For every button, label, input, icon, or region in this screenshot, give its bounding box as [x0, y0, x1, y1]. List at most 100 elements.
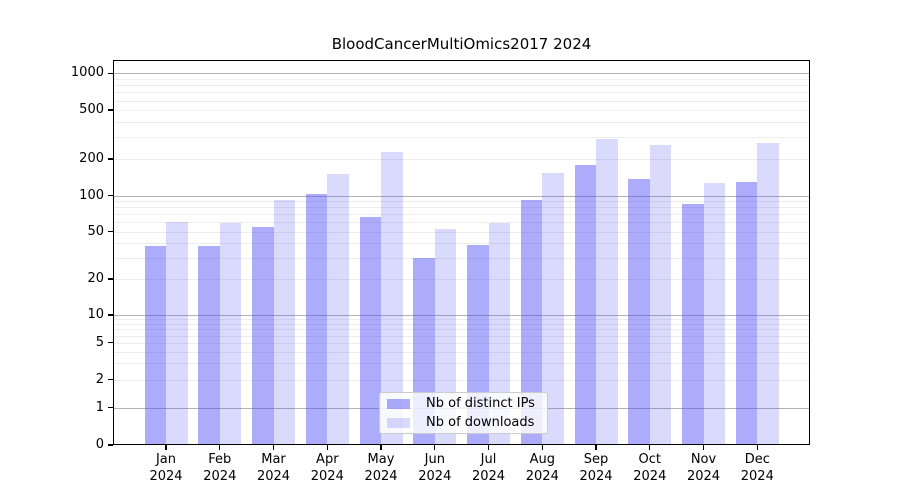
- x-tick-label: Feb 2024: [203, 452, 237, 484]
- gridline-major: [113, 73, 810, 75]
- y-tick: [108, 444, 113, 446]
- gridline-minor: [113, 158, 810, 160]
- y-tick-label: 10: [87, 307, 104, 322]
- gridline-minor: [113, 85, 810, 87]
- x-tick: [434, 445, 436, 450]
- chart-title: BloodCancerMultiOmics2017 2024: [331, 35, 592, 53]
- gridline-minor: [113, 214, 810, 216]
- gridline-minor: [113, 279, 810, 281]
- gridline-minor: [113, 319, 810, 321]
- gridline-minor: [113, 324, 810, 325]
- legend-label-distinct-ips: Nb of distinct IPs: [426, 396, 535, 411]
- legend-item-distinct-ips: Nb of distinct IPs: [387, 396, 540, 411]
- x-tick-label: Dec 2024: [740, 452, 774, 484]
- y-tick-label: 5: [95, 334, 104, 350]
- gridline-minor: [113, 222, 810, 224]
- bar-distinct-ips-may: [359, 217, 381, 445]
- bar-distinct-ips-nov: [682, 204, 704, 445]
- x-tick: [219, 445, 221, 450]
- gridline-minor: [113, 335, 810, 337]
- bar-distinct-ips-feb: [198, 245, 220, 445]
- gridline-minor: [113, 100, 810, 102]
- y-tick-label: 2: [95, 371, 104, 387]
- x-tick: [165, 445, 167, 450]
- bar-downloads-nov: [703, 183, 725, 445]
- x-tick-label: Jan 2024: [149, 452, 183, 484]
- gridline-minor: [113, 258, 810, 260]
- gridline-major: [113, 195, 810, 197]
- y-tick-label: 20: [87, 271, 104, 287]
- x-tick: [595, 445, 597, 450]
- x-tick: [702, 445, 705, 450]
- bar-distinct-ips-sep: [574, 165, 596, 445]
- bar-distinct-ips-dec: [735, 182, 758, 445]
- gridline-minor: [113, 122, 810, 123]
- x-tick-label: Aug 2024: [525, 452, 559, 484]
- gridline-minor: [113, 329, 810, 331]
- y-tick-label: 50: [87, 223, 104, 239]
- bar-downloads-sep: [596, 139, 618, 445]
- gridline-minor: [113, 243, 810, 245]
- legend-item-downloads: Nb of downloads: [387, 415, 540, 430]
- bar-distinct-ips-aug: [520, 200, 543, 445]
- x-tick-label: Apr 2024: [310, 452, 344, 484]
- x-tick-label: May 2024: [364, 452, 398, 484]
- x-tick-label: Oct 2024: [633, 452, 667, 484]
- gridline-minor: [113, 351, 810, 353]
- gridline-minor: [113, 92, 810, 94]
- y-tick: [108, 158, 113, 160]
- y-tick-label: 200: [79, 150, 104, 166]
- gridline-minor: [113, 110, 810, 112]
- x-tick: [326, 445, 328, 450]
- y-tick-label: 1: [95, 399, 104, 415]
- gridline-minor: [113, 363, 810, 365]
- bar-downloads-may: [381, 151, 403, 445]
- y-tick-label: 500: [79, 102, 104, 118]
- y-tick: [108, 109, 113, 111]
- y-tick-label: 1000: [70, 65, 104, 81]
- x-tick-label: Nov 2024: [686, 452, 721, 484]
- y-tick: [108, 406, 113, 409]
- plot-area: [113, 60, 810, 445]
- legend-swatch-distinct-ips: [387, 398, 410, 409]
- bar-downloads-mar: [273, 200, 295, 445]
- y-tick: [108, 314, 113, 316]
- y-tick: [108, 230, 113, 233]
- bar-downloads-feb: [219, 223, 242, 445]
- x-tick: [487, 445, 490, 450]
- x-tick: [541, 445, 543, 450]
- x-tick-label: Jul 2024: [471, 452, 506, 484]
- y-tick-label: 100: [79, 187, 104, 203]
- gridline-minor: [113, 201, 810, 203]
- bar-downloads-jun: [434, 228, 457, 445]
- gridline-major: [113, 315, 810, 316]
- gridline-minor: [113, 137, 810, 139]
- bar-downloads-jul: [488, 223, 510, 445]
- y-tick: [108, 342, 113, 344]
- gridline-minor: [113, 78, 810, 80]
- bar-distinct-ips-mar: [252, 226, 274, 445]
- gridline-minor: [113, 207, 810, 209]
- bar-distinct-ips-jan: [144, 245, 166, 445]
- bar-distinct-ips-oct: [628, 178, 650, 445]
- y-tick: [108, 195, 113, 197]
- bar-downloads-apr: [327, 174, 349, 445]
- legend-label-downloads: Nb of downloads: [426, 415, 535, 430]
- bar-downloads-jan: [166, 222, 188, 445]
- bar-downloads-dec: [757, 142, 779, 445]
- bar-downloads-aug: [542, 172, 564, 445]
- legend-swatch-downloads: [387, 417, 410, 428]
- gridline-minor: [113, 231, 810, 233]
- y-tick: [108, 379, 113, 381]
- gridline-minor: [113, 342, 810, 344]
- x-tick: [756, 445, 758, 450]
- gridline-minor: [113, 379, 810, 381]
- x-tick-label: Jun 2024: [418, 452, 452, 484]
- bar-downloads-oct: [649, 144, 672, 445]
- y-tick: [108, 72, 113, 74]
- bar-distinct-ips-apr: [305, 194, 328, 445]
- legend: Nb of distinct IPs Nb of downloads: [379, 392, 548, 434]
- y-tick-label: 0: [95, 437, 104, 452]
- x-tick-label: Sep 2024: [579, 452, 613, 484]
